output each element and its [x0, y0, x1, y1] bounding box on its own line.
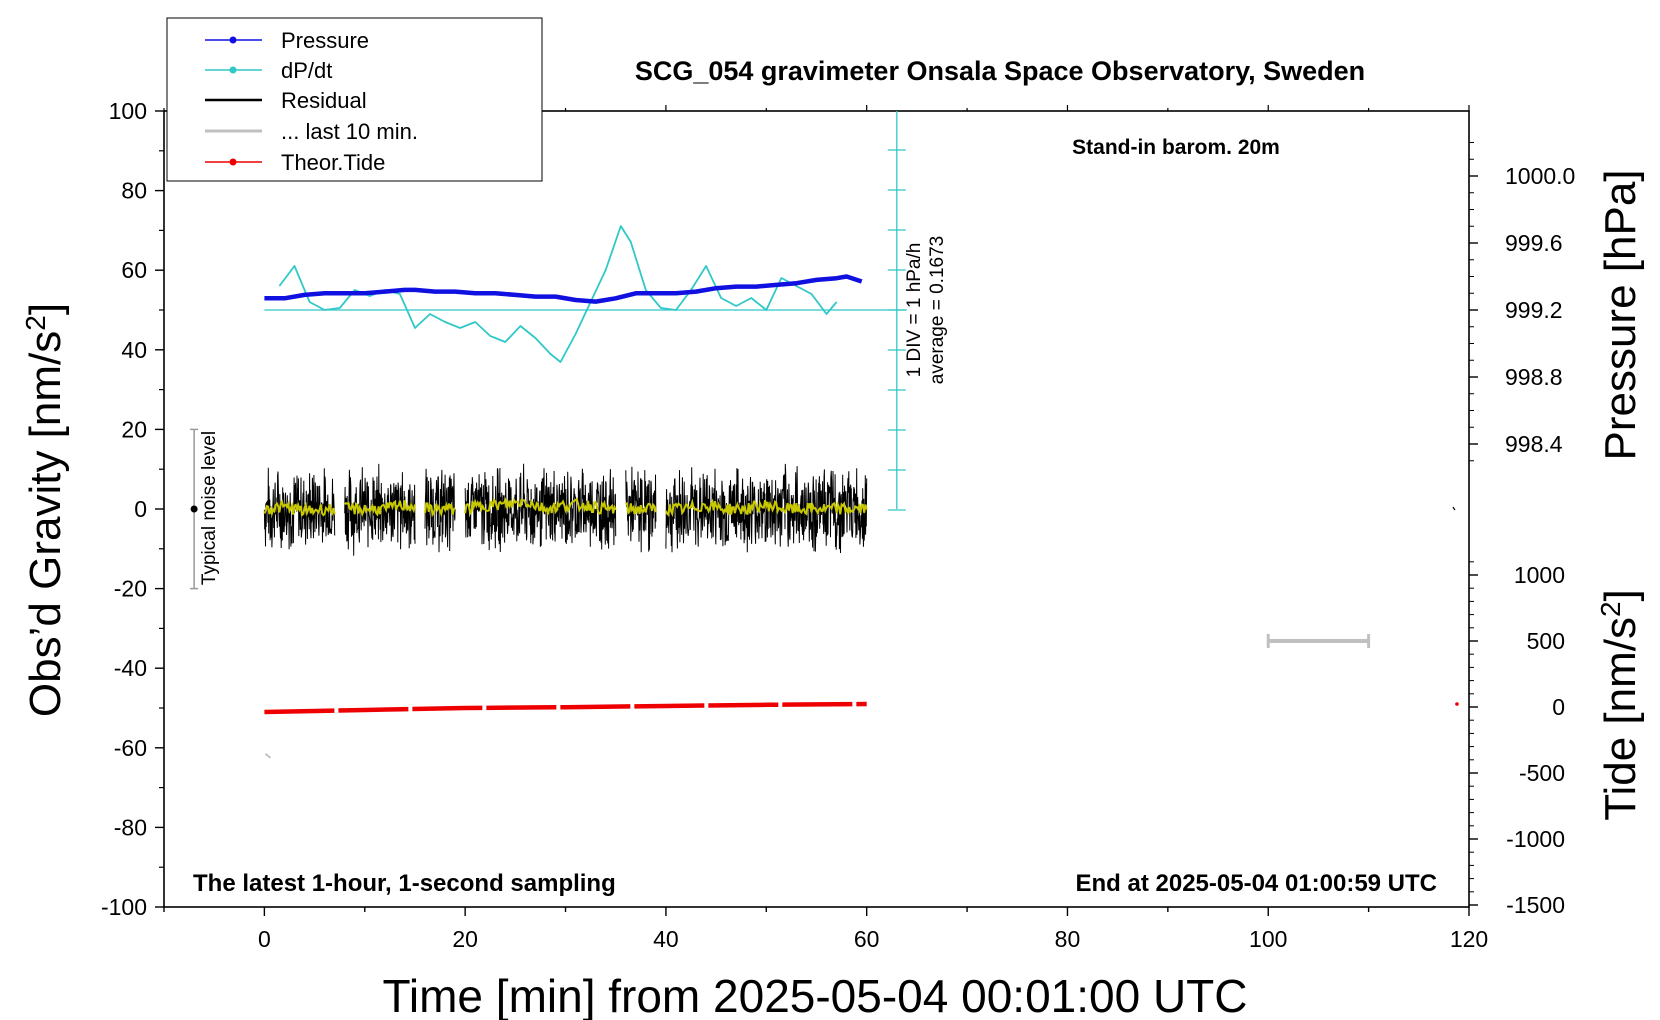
residual-line [464, 463, 617, 553]
legend-marker-tide [229, 158, 237, 166]
y-axis-label-gravity: Obs’d Gravity [nm/s2] [20, 303, 71, 717]
tide-latest-mark [1455, 702, 1459, 706]
legend-label-last10: ... last 10 min. [281, 119, 418, 144]
y-tick-label: -20 [114, 576, 147, 602]
last-10-min-line [664, 498, 868, 518]
tide-tick-label: 0 [1552, 694, 1565, 720]
sampling-note: The latest 1-hour, 1-second sampling [193, 870, 616, 897]
y-axis-label-tide: Tide [nm/s2] [1595, 589, 1646, 821]
x-tick-label: 60 [854, 926, 880, 952]
y-tick-label: 80 [121, 178, 147, 204]
x-axis-label: Time [min] from 2025-05-04 00:01:00 UTC [383, 970, 1248, 1020]
tide-tick-label: 500 [1527, 628, 1565, 654]
residual-line [263, 467, 336, 550]
pressure-tick-label: 999.6 [1505, 230, 1563, 256]
last-10-min-line [464, 496, 617, 516]
x-tick-label: 20 [452, 926, 478, 952]
noise-label: Typical noise level [199, 431, 220, 585]
end-time-note: End at 2025-05-04 01:00:59 UTC [1076, 870, 1438, 897]
chart-title: SCG_054 gravimeter Onsala Space Observat… [635, 56, 1365, 86]
legend-label-pressure: Pressure [281, 28, 369, 53]
dpdt-scale-label: 1 DIV = 1 hPa/h [904, 243, 925, 378]
tide-tick-label: -1500 [1506, 892, 1565, 918]
residual-series [263, 463, 1456, 556]
residual-latest-mark [1452, 506, 1456, 511]
residual-line [625, 466, 657, 553]
y-tick-label: 100 [109, 98, 147, 124]
y-tick-label: -80 [114, 814, 147, 840]
residual-line [424, 468, 456, 553]
tide-tick-label: 1000 [1514, 562, 1565, 588]
tide-series [264, 701, 1459, 715]
x-tick-label: 40 [653, 926, 679, 952]
dpdt-scale-axis [264, 111, 907, 511]
legend-marker-dpdt [229, 66, 237, 74]
y-tick-label: 0 [134, 496, 147, 522]
dpdt-average-label: average = 0.1673 [927, 236, 948, 384]
residual-line [344, 463, 416, 556]
tide-line [264, 701, 867, 715]
legend-label-residual: Residual [281, 88, 367, 113]
y-tick-label: -40 [114, 655, 147, 681]
y-tick-label: -100 [101, 894, 147, 920]
y-axis-label-pressure: Pressure [hPa] [1596, 169, 1645, 460]
y-tick-label: 60 [121, 257, 147, 283]
legend-label-dpdt: dP/dt [281, 58, 332, 83]
y-tick-label: 40 [121, 337, 147, 363]
last-10-min-line [625, 502, 657, 515]
barometer-note: Stand-in barom. 20m [1072, 136, 1280, 159]
legend: Pressure dP/dt Residual ... last 10 min.… [166, 17, 543, 182]
last-10-min-line [344, 500, 416, 518]
y-tick-label: 20 [121, 416, 147, 442]
pressure-tick-label: 999.2 [1505, 297, 1563, 323]
tide-tick-label: -1000 [1506, 826, 1565, 852]
pressure-tick-label: 998.4 [1505, 431, 1563, 457]
x-tick-label: 100 [1249, 926, 1287, 952]
axis-ticks: 0 20 40 60 80 100 120 100 80 60 40 20 0 -20 -40 -60 -80 -… [101, 98, 1575, 952]
pressure-series [264, 274, 863, 304]
x-tick-label: 120 [1450, 926, 1488, 952]
last-10-stray-mark [264, 752, 272, 759]
x-tick-label: 0 [258, 926, 271, 952]
noise-level-indicator [190, 428, 199, 590]
tide-scale-bar [1266, 634, 1371, 648]
legend-marker-pressure [229, 36, 237, 44]
last-10-min-series [263, 496, 868, 759]
legend-label-tide: Theor.Tide [281, 150, 385, 175]
y-tick-label: -60 [114, 735, 147, 761]
noise-bar-dot [190, 505, 198, 513]
last-10-min-line [424, 501, 456, 518]
pressure-tick-label: 1000.0 [1505, 163, 1575, 189]
x-tick-label: 80 [1055, 926, 1081, 952]
pressure-line [264, 274, 863, 304]
last-10-min-line [263, 498, 336, 517]
pressure-tick-label: 998.8 [1505, 364, 1563, 390]
tide-tick-label: -500 [1519, 760, 1565, 786]
